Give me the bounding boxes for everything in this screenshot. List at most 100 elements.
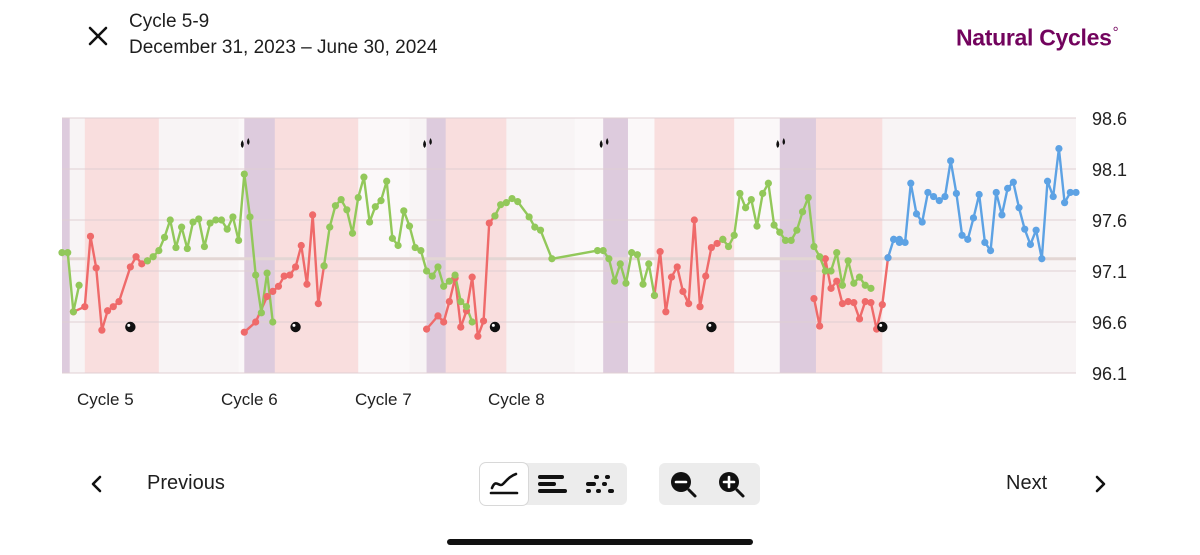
infertile-point xyxy=(69,308,77,316)
unconfirmed-point xyxy=(1009,178,1017,186)
infertile-point xyxy=(610,277,619,285)
fertile-point xyxy=(662,308,670,316)
chart-title: Cycle 5-9 xyxy=(129,11,210,32)
infertile-point xyxy=(331,202,340,210)
infertile-point xyxy=(622,279,630,287)
infertile-point xyxy=(514,198,522,206)
ovulation-dot xyxy=(489,321,501,333)
zoom-in-button[interactable] xyxy=(707,463,755,505)
infertile-point xyxy=(160,233,169,241)
fertile-point xyxy=(457,323,465,331)
infertile-point xyxy=(633,251,641,259)
infertile-point xyxy=(616,260,624,268)
infertile-point xyxy=(58,249,66,257)
zoom-out-button[interactable] xyxy=(659,463,707,505)
infertile-point xyxy=(348,229,357,237)
fertile-window-band xyxy=(813,118,883,373)
dots-view-button[interactable] xyxy=(576,463,624,505)
infertile-point xyxy=(827,267,835,275)
infertile-point xyxy=(457,298,465,306)
unconfirmed-point xyxy=(1049,192,1057,201)
fertile-point xyxy=(810,294,818,303)
ovulation-marker-icon xyxy=(125,321,136,333)
period-drops-icon xyxy=(423,138,432,148)
infertile-point xyxy=(747,196,755,204)
unconfirmed-point xyxy=(941,192,949,201)
fertile-point xyxy=(440,318,448,326)
infertile-point xyxy=(793,226,801,234)
cycle-markers xyxy=(125,138,888,333)
fertile-point xyxy=(252,318,260,326)
period-band xyxy=(62,118,70,373)
infertile-point xyxy=(354,193,362,202)
unconfirmed-point xyxy=(1032,226,1040,234)
y-tick-label: 96.6 xyxy=(1092,313,1127,333)
unconfirmed-point xyxy=(986,247,995,255)
infertile-point xyxy=(759,189,767,198)
previous-button[interactable]: Previous xyxy=(147,472,225,494)
infertile-point xyxy=(143,257,152,265)
drop-small xyxy=(429,138,432,145)
unconfirmed-point xyxy=(1026,240,1035,249)
fertile-window-band xyxy=(84,118,159,373)
fertile-point xyxy=(468,273,476,281)
fertile-point xyxy=(878,301,886,309)
infertile-point xyxy=(269,318,277,326)
infertile-point xyxy=(645,260,653,268)
infertile-point xyxy=(838,281,847,289)
infertile-point xyxy=(776,228,784,236)
infertile-point xyxy=(383,177,391,185)
unconfirmed-point xyxy=(1038,255,1046,263)
ovulation-marker-icon xyxy=(706,321,717,333)
infertile-point xyxy=(536,226,545,234)
infertile-point xyxy=(206,219,214,227)
fertile-point xyxy=(667,273,676,281)
brand-name: Natural Cycles xyxy=(956,24,1112,51)
fertile-point xyxy=(816,322,824,330)
period-drops-icon xyxy=(240,138,250,148)
infertile-point xyxy=(246,213,254,221)
unconfirmed-point xyxy=(998,211,1006,219)
infertile-point xyxy=(650,291,659,300)
infertile-point xyxy=(468,318,476,326)
drop-small xyxy=(605,138,609,145)
ovulation-highlight xyxy=(127,323,131,327)
unconfirmed-point xyxy=(952,189,960,198)
bar-view-button[interactable] xyxy=(528,463,576,505)
chevron-left-icon[interactable] xyxy=(86,472,108,496)
unconfirmed-point xyxy=(981,238,989,247)
infertile-point xyxy=(257,309,265,317)
infertile-point xyxy=(810,242,818,251)
fertile-point xyxy=(274,282,283,290)
unconfirmed-point xyxy=(907,179,915,187)
infertile-point xyxy=(252,271,260,279)
fertile-point xyxy=(833,277,841,285)
infertile-point xyxy=(764,179,772,187)
next-button[interactable]: Next xyxy=(1006,472,1048,494)
unconfirmed-point xyxy=(901,238,909,247)
close-icon[interactable] xyxy=(84,22,112,50)
fertile-point xyxy=(81,303,89,311)
fertile-point xyxy=(827,284,835,292)
ovulation-highlight xyxy=(491,323,495,327)
infertile-point xyxy=(223,225,231,233)
infertile-point xyxy=(497,201,505,209)
fertile-point xyxy=(713,239,721,248)
unconfirmed-point xyxy=(918,218,926,226)
infertile-point xyxy=(189,218,197,226)
fertile-point xyxy=(690,216,698,224)
infertile-point xyxy=(508,194,516,203)
infertile-point xyxy=(770,221,778,229)
fertile-point xyxy=(485,219,493,227)
fertile-point xyxy=(280,272,288,280)
temperature-points xyxy=(58,145,1080,340)
ovulation-marker-icon xyxy=(489,321,501,333)
brand-logo: Natural Cycles° xyxy=(956,24,1119,52)
chevron-right-icon[interactable] xyxy=(1089,472,1111,496)
unconfirmed-point xyxy=(912,210,921,218)
infertile-point xyxy=(816,253,824,261)
infertile-point xyxy=(234,236,243,244)
graph-view-button[interactable] xyxy=(480,463,528,505)
unconfirmed-point xyxy=(1072,188,1080,197)
infertile-point xyxy=(377,197,385,205)
